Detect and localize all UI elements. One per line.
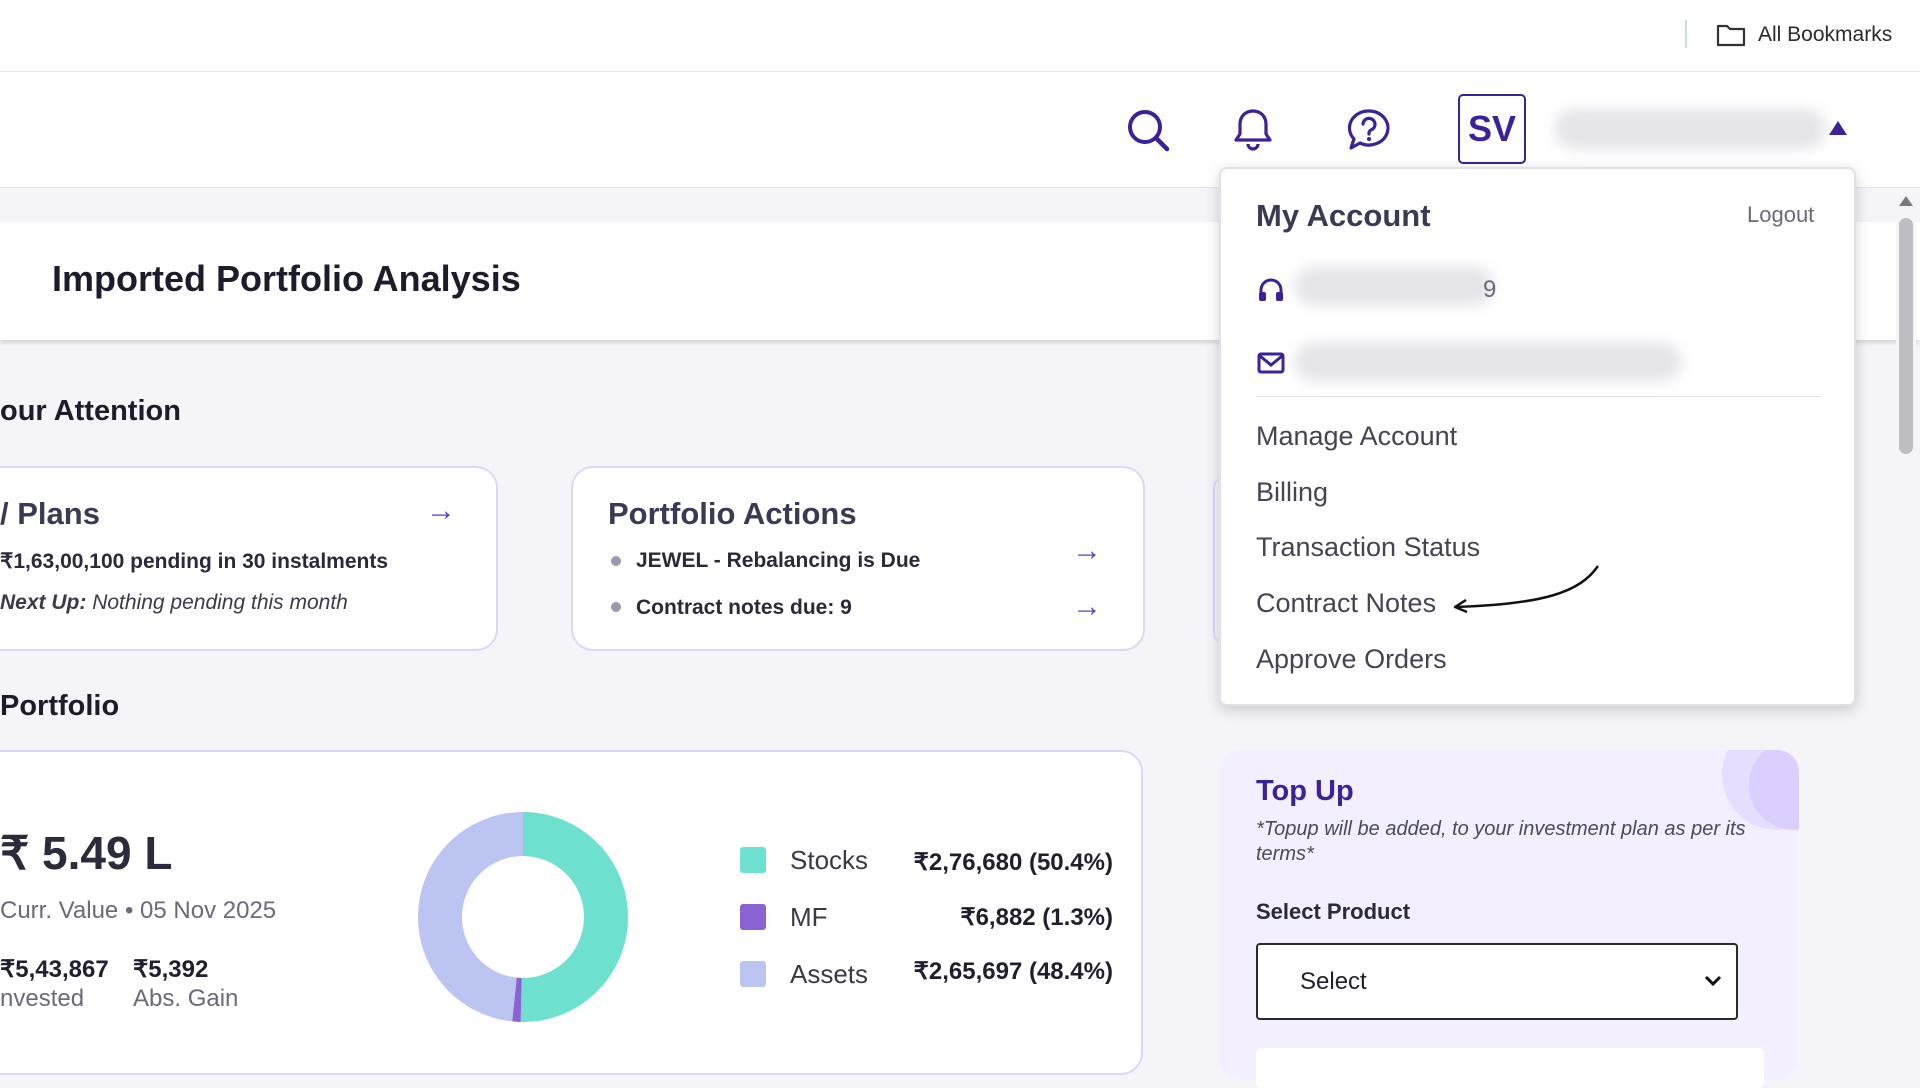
plans-arrow-icon[interactable]: → xyxy=(426,494,456,528)
plans-card-title: / Plans xyxy=(0,496,100,532)
topup-note: *Topup will be added, to your investment… xyxy=(1256,817,1776,867)
menu-item-transaction-status[interactable]: Transaction Status xyxy=(1256,532,1480,563)
scroll-up-arrow-icon[interactable] xyxy=(1899,196,1913,206)
select-product-dropdown[interactable]: Select xyxy=(1256,943,1738,1020)
mail-icon xyxy=(1257,351,1285,375)
caret-up-icon[interactable] xyxy=(1829,121,1847,135)
bookmarks-bar xyxy=(0,0,1920,72)
bullet-icon xyxy=(611,602,621,612)
portfolio-heading: Portfolio xyxy=(0,690,119,723)
help-chat-button[interactable] xyxy=(1343,104,1395,156)
curr-value-date: 05 Nov 2025 xyxy=(140,897,276,924)
topup-next-field xyxy=(1256,1048,1764,1088)
action-item-contract-notes[interactable]: Contract notes due: 9 xyxy=(636,596,852,620)
my-account-title: My Account xyxy=(1256,198,1431,234)
select-product-label: Select Product xyxy=(1256,899,1410,925)
select-value: Select xyxy=(1300,968,1367,996)
abs-gain-value: ₹5,392 xyxy=(133,955,208,984)
rebalancing-arrow-icon[interactable]: → xyxy=(1072,534,1102,568)
all-bookmarks-button[interactable]: All Bookmarks xyxy=(1716,20,1892,50)
attention-heading: our Attention xyxy=(0,395,181,428)
donut-slice-assets xyxy=(440,834,523,1000)
allocation-donut-chart xyxy=(418,812,628,1022)
bell-icon xyxy=(1231,107,1275,153)
headset-icon xyxy=(1257,276,1285,304)
abs-gain-label: Abs. Gain xyxy=(133,985,238,1013)
page-title: Imported Portfolio Analysis xyxy=(52,258,521,300)
help-chat-icon xyxy=(1346,107,1392,153)
search-button[interactable] xyxy=(1122,104,1174,156)
logout-link[interactable]: Logout xyxy=(1747,202,1814,228)
portfolio-curr-value-line: Curr. Value • 05 Nov 2025 xyxy=(0,897,276,925)
annotation-arrow-icon xyxy=(1450,560,1610,620)
plans-next-up: Next Up: Nothing pending this month xyxy=(0,591,348,615)
folder-icon xyxy=(1716,23,1746,47)
next-up-value: Nothing pending this month xyxy=(92,591,348,614)
user-name-redacted[interactable] xyxy=(1554,108,1826,150)
bookmarks-separator xyxy=(1685,20,1687,48)
legend-label-mf: MF xyxy=(790,902,828,933)
portfolio-value: ₹ 5.49 L xyxy=(0,826,172,880)
chevron-down-icon xyxy=(1704,975,1722,987)
invested-value: ₹5,43,867 xyxy=(0,955,109,984)
phone-suffix: 9 xyxy=(1483,276,1496,304)
menu-item-manage-account[interactable]: Manage Account xyxy=(1256,421,1457,452)
avatar-button[interactable]: SV xyxy=(1458,94,1526,164)
plans-pending-text: ₹1,63,00,100 pending in 30 instalments xyxy=(0,549,388,574)
portfolio-actions-title: Portfolio Actions xyxy=(608,496,857,532)
contract-notes-arrow-icon[interactable]: → xyxy=(1072,590,1102,624)
menu-item-approve-orders[interactable]: Approve Orders xyxy=(1256,644,1447,675)
legend-label-stocks: Stocks xyxy=(790,845,868,876)
menu-item-contract-notes[interactable]: Contract Notes xyxy=(1256,588,1436,619)
legend-value-assets: ₹2,65,697 (48.4%) xyxy=(870,957,1113,986)
search-icon xyxy=(1125,107,1171,153)
legend-swatch-assets xyxy=(740,961,766,987)
all-bookmarks-label: All Bookmarks xyxy=(1758,23,1892,47)
legend-label-assets: Assets xyxy=(790,959,868,990)
legend-value-mf: ₹6,882 (1.3%) xyxy=(870,903,1113,932)
phone-redacted xyxy=(1294,266,1494,306)
dot-separator: • xyxy=(125,897,140,924)
legend-value-stocks: ₹2,76,680 (50.4%) xyxy=(870,848,1113,877)
menu-divider xyxy=(1256,396,1821,397)
scrollbar-thumb[interactable] xyxy=(1899,218,1913,454)
notifications-button[interactable] xyxy=(1227,104,1279,156)
invested-label: nvested xyxy=(0,985,84,1013)
donut-slice-stocks xyxy=(521,834,606,1000)
email-redacted xyxy=(1294,342,1682,382)
menu-item-billing[interactable]: Billing xyxy=(1256,477,1328,508)
next-up-label: Next Up: xyxy=(0,591,86,614)
action-item-rebalancing[interactable]: JEWEL - Rebalancing is Due xyxy=(636,549,920,573)
topup-title: Top Up xyxy=(1256,775,1354,808)
curr-value-label: Curr. Value xyxy=(0,897,118,924)
legend-swatch-mf xyxy=(740,904,766,930)
legend-swatch-stocks xyxy=(740,847,766,873)
bullet-icon xyxy=(611,556,621,566)
